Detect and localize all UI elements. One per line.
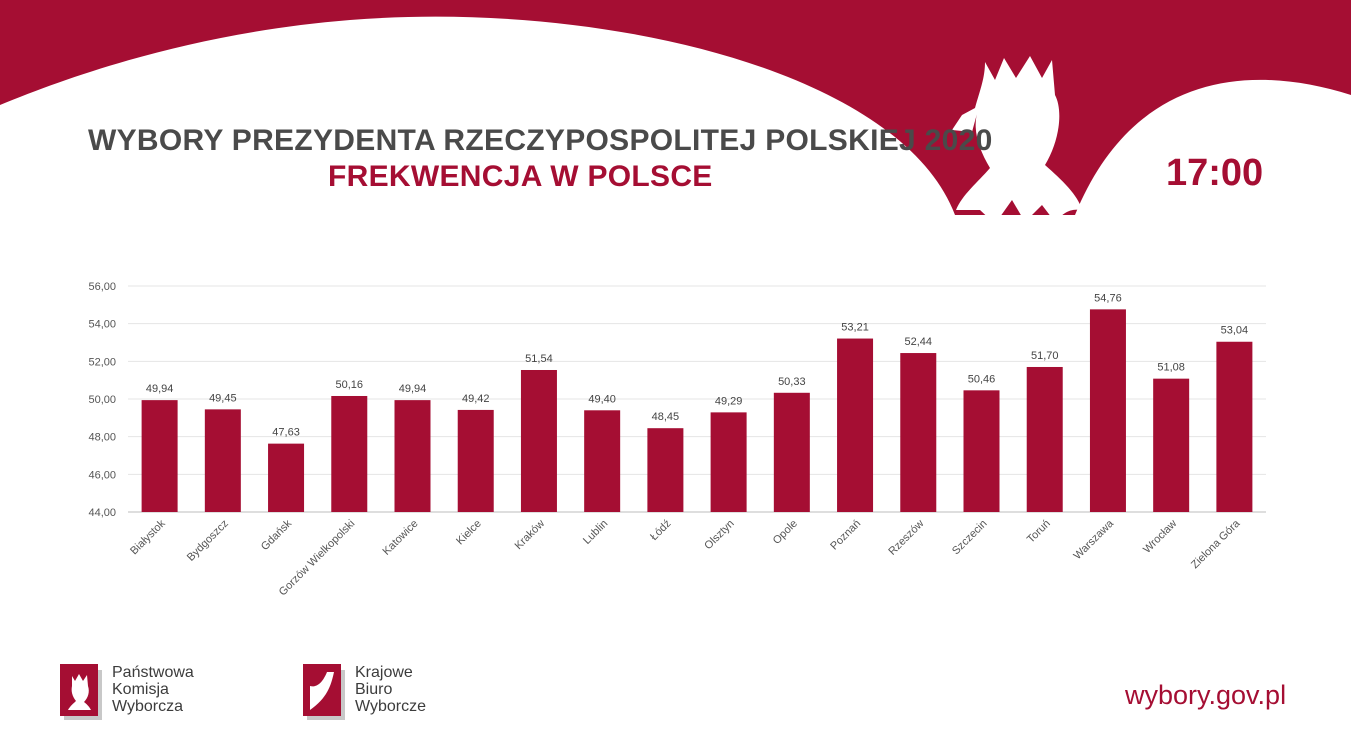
x-tick-label: Kielce [454,518,484,548]
bar [647,428,684,512]
x-tick-label: Lublin [581,518,610,547]
y-tick-label: 54,00 [88,319,116,331]
data-label: 49,29 [715,395,743,407]
y-tick-label: 46,00 [88,469,116,481]
bar [900,353,937,512]
eagle-emblem-icon [952,56,1082,224]
data-label: 50,16 [336,379,364,391]
pkw-eagle-icon [60,664,102,720]
data-label: 54,76 [1094,292,1122,304]
data-label: 51,70 [1031,350,1059,362]
bar [394,400,431,512]
data-label: 47,63 [272,427,300,439]
page-title: WYBORY PREZYDENTA RZECZYPOSPOLITEJ POLSK… [88,124,993,157]
bar [1216,341,1253,512]
bar [1089,309,1126,512]
data-label: 49,45 [209,392,237,404]
kbw-logo: Krajowe Biuro Wyborcze [303,664,426,720]
x-tick-label: Zielona Góra [1189,517,1243,571]
x-tick-label: Łódź [648,518,673,543]
bar [204,409,241,512]
bar [268,443,305,512]
bar [773,392,810,512]
data-label: 49,94 [399,383,427,395]
header-banner [0,0,1351,224]
x-tick-label: Szczecin [950,518,990,558]
time-label: 17:00 [1166,152,1264,194]
data-label: 49,94 [146,383,174,395]
bar [837,338,874,512]
pkw-name-line3: Wyborcza [112,698,183,715]
kbw-name-line1: Krajowe [355,664,413,681]
data-label: 53,04 [1221,325,1249,337]
website-link[interactable]: wybory.gov.pl [1125,680,1287,710]
bar [710,412,747,512]
y-tick-label: 48,00 [88,432,116,444]
kbw-name-line3: Wyborcze [355,698,426,715]
bar [584,410,621,512]
y-tick-label: 44,00 [88,507,116,519]
x-tick-label: Toruń [1025,518,1053,546]
y-tick-label: 50,00 [88,394,116,406]
x-tick-label: Opole [771,518,800,547]
kbw-logo-icon [303,664,345,720]
data-label: 48,45 [652,411,680,423]
x-tick-label: Białystok [128,517,168,557]
data-label: 49,40 [588,393,616,405]
x-tick-label: Olsztyn [702,518,736,552]
x-tick-label: Warszawa [1072,517,1117,562]
bar [520,369,557,512]
kbw-name-line2: Biuro [355,681,393,698]
pkw-name-line1: Państwowa [112,664,194,681]
bar [963,390,1000,512]
bar [1153,378,1190,512]
data-label: 52,44 [905,336,933,348]
x-tick-label: Gdańsk [259,517,295,553]
turnout-bar-chart: 44,00 46,00 48,00 50,00 52,00 54,00 56,00 49,94… [88,281,1266,598]
data-label: 49,42 [462,393,490,405]
x-tick-label: Poznań [828,518,863,553]
y-tick-label: 56,00 [88,281,116,293]
x-tick-label: Katowice [381,518,421,558]
x-tick-label: Kraków [513,518,547,552]
data-label: 51,54 [525,353,553,365]
x-tick-label: Bydgoszcz [185,518,231,564]
bar [457,409,494,512]
page-subtitle: FREKWENCJA W POLSCE [328,160,713,193]
y-tick-label: 52,00 [88,356,116,368]
bar [141,400,178,512]
data-label: 50,33 [778,376,806,388]
x-tick-label: Rzeszów [886,518,926,558]
pkw-logo: Państwowa Komisja Wyborcza [60,664,194,720]
bar [331,395,368,512]
data-label: 50,46 [968,373,996,385]
data-label: 51,08 [1157,362,1185,374]
x-tick-label: Wrocław [1141,518,1179,556]
pkw-name-line2: Komisja [112,681,169,698]
data-label: 53,21 [841,322,869,334]
bar [1026,366,1063,512]
